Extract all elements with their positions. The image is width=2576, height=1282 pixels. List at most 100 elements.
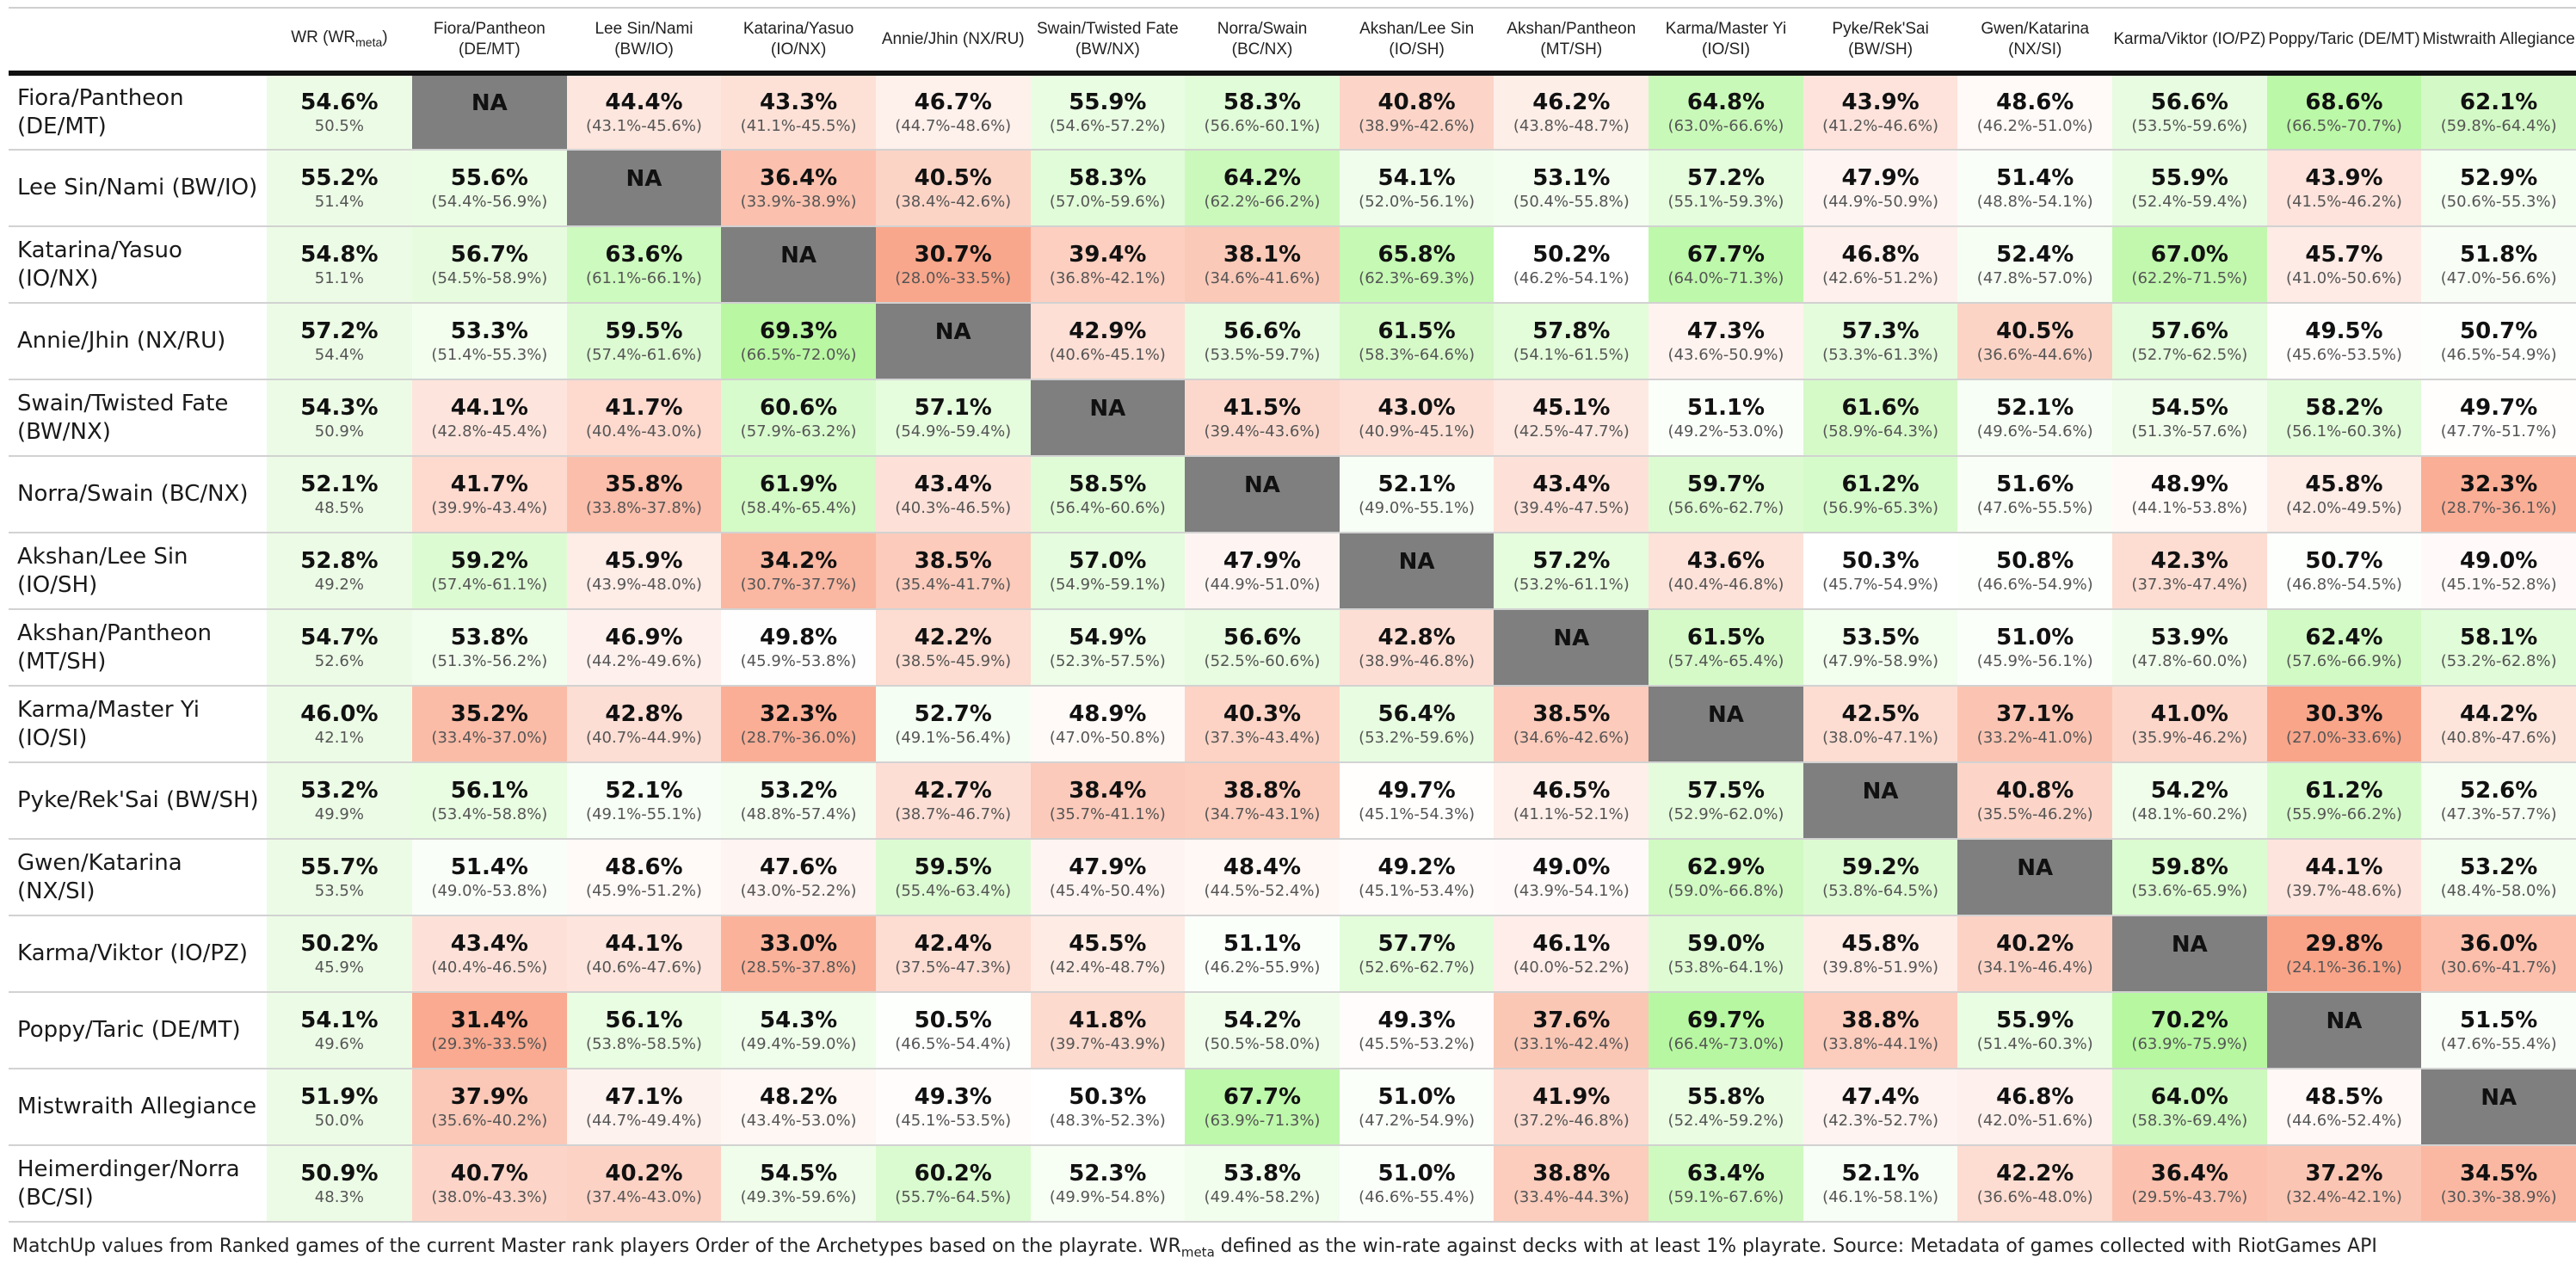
confidence-interval: (47.0%-56.6%): [2440, 268, 2557, 287]
matchup-cell: 40.8% (38.9%-42.6%): [1339, 73, 1494, 151]
matchup-cell: 61.9% (58.4%-65.4%): [721, 456, 876, 533]
matchup-value: 40.2%: [605, 1160, 683, 1186]
confidence-interval: (37.3%-43.4%): [1204, 728, 1321, 747]
na-cell: NA: [1339, 533, 1494, 610]
confidence-interval: (63.0%-66.6%): [1667, 116, 1784, 135]
matchup-cell: 61.5% (58.3%-64.6%): [1339, 303, 1494, 380]
na-label: NA: [1553, 625, 1590, 651]
confidence-interval: (57.9%-63.2%): [740, 422, 857, 441]
confidence-interval: (42.0%-51.6%): [1976, 1111, 2093, 1130]
matchup-value: 53.8%: [450, 624, 528, 650]
matchup-cell: 35.8% (33.8%-37.8%): [566, 456, 722, 533]
matchup-value: 65.8%: [1377, 241, 1456, 268]
matchup-value: 58.1%: [2460, 624, 2538, 650]
table-row: Gwen/Katarina (NX/SI) 55.7% 53.5% 51.4% (49.…: [9, 839, 2576, 916]
confidence-interval: (49.1%-56.4%): [895, 728, 1012, 747]
matchup-cell: 51.6% (47.6%-55.5%): [1957, 456, 2113, 533]
matchup-value: 68.6%: [2305, 89, 2383, 115]
confidence-interval: (45.9%-51.2%): [586, 881, 702, 900]
confidence-interval: (38.9%-46.8%): [1359, 651, 1476, 670]
matchup-cell: 45.8% (39.8%-51.9%): [1803, 915, 1958, 993]
matchup-cell: 47.3% (43.6%-50.9%): [1649, 303, 1803, 380]
matchup-cell: 30.3% (27.0%-33.6%): [2266, 686, 2422, 763]
matchup-value: 37.9%: [450, 1083, 528, 1110]
matchup-cell: 56.1% (53.4%-58.8%): [412, 762, 567, 840]
matchup-cell: 59.7% (56.6%-62.7%): [1649, 456, 1803, 533]
matchup-cell: 41.7% (40.4%-43.0%): [566, 379, 722, 457]
confidence-interval: (33.4%-44.3%): [1513, 1187, 1630, 1206]
matchup-value: 39.4%: [1069, 241, 1147, 268]
confidence-interval: (46.6%-54.9%): [1976, 575, 2093, 594]
matchup-cell: 59.2% (57.4%-61.1%): [412, 533, 567, 610]
wr-meta-value: 53.5%: [314, 881, 364, 900]
na-cell: NA: [721, 226, 876, 304]
matchup-cell: 63.6% (61.1%-66.1%): [566, 226, 722, 304]
confidence-interval: (49.2%-53.0%): [1667, 422, 1784, 441]
na-label: NA: [1708, 701, 1744, 728]
matchup-value: 52.7%: [914, 700, 992, 727]
matchup-cell: 46.9% (44.2%-49.6%): [566, 609, 722, 687]
matchup-cell: 70.2% (63.9%-75.9%): [2112, 992, 2267, 1069]
matchup-value: 61.2%: [1841, 471, 1920, 497]
confidence-interval: (49.4%-59.0%): [740, 1034, 857, 1053]
confidence-interval: (46.2%-51.0%): [1976, 116, 2093, 135]
confidence-interval: (38.9%-42.6%): [1359, 116, 1476, 135]
matchup-value: 43.4%: [914, 471, 992, 497]
matchup-cell: 47.6% (43.0%-52.2%): [721, 839, 876, 916]
wr-cell: 55.2% 51.4%: [266, 150, 413, 227]
matchup-value: 61.5%: [1686, 624, 1766, 650]
matchup-value: 52.4%: [1996, 241, 2074, 268]
matchup-value: 51.0%: [1377, 1083, 1456, 1110]
matchup-cell: 47.4% (42.3%-52.7%): [1803, 1069, 1958, 1146]
matchup-cell: 40.7% (38.0%-43.3%): [412, 1145, 567, 1223]
matchup-value: 54.9%: [1069, 624, 1147, 650]
confidence-interval: (46.5%-54.4%): [895, 1034, 1012, 1053]
table-row: Akshan/Lee Sin (IO/SH) 52.8% 49.2% 59.2% (57…: [9, 533, 2576, 610]
matchup-value: 56.6%: [2150, 89, 2228, 115]
matchup-value: 49.8%: [760, 624, 838, 650]
matchup-cell: 57.6% (52.7%-62.5%): [2112, 303, 2267, 380]
confidence-interval: (53.3%-61.3%): [1822, 345, 1939, 364]
matchup-cell: 60.6% (57.9%-63.2%): [721, 379, 876, 457]
table-row: Karma/Viktor (IO/PZ) 50.2% 45.9% 43.4% (40.4…: [9, 915, 2576, 993]
matchup-cell: 47.9% (44.9%-51.0%): [1185, 533, 1340, 610]
matchup-value: 48.4%: [1223, 854, 1302, 880]
matchup-value: 55.9%: [1996, 1007, 2074, 1033]
confidence-interval: (44.7%-49.4%): [586, 1111, 702, 1130]
na-label: NA: [2480, 1084, 2517, 1111]
matchup-value: 41.8%: [1069, 1007, 1147, 1033]
matchup-value: 40.8%: [1996, 777, 2074, 804]
confidence-interval: (28.5%-37.8%): [740, 958, 857, 977]
wr-value: 55.7%: [300, 854, 379, 880]
matchup-value: 57.8%: [1532, 317, 1611, 344]
na-label: NA: [2171, 931, 2208, 958]
matchup-cell: 55.6% (54.4%-56.9%): [412, 150, 567, 227]
matchup-value: 46.8%: [1841, 241, 1920, 268]
matchup-value: 57.3%: [1841, 317, 1920, 344]
matchup-value: 46.9%: [605, 624, 683, 650]
confidence-interval: (47.3%-57.7%): [2440, 804, 2557, 823]
matchup-value: 67.7%: [1223, 1083, 1302, 1110]
confidence-interval: (38.5%-45.9%): [895, 651, 1012, 670]
header-row: WR (WRmeta) Fiora/Pantheon (DE/MT) Lee Si…: [9, 7, 2576, 76]
confidence-interval: (29.3%-33.5%): [431, 1034, 548, 1053]
matchup-value: 61.9%: [760, 471, 838, 497]
matchup-cell: 58.2% (56.1%-60.3%): [2266, 379, 2422, 457]
confidence-interval: (33.9%-38.9%): [740, 192, 857, 211]
matchup-cell: 38.5% (34.6%-42.6%): [1494, 686, 1649, 763]
confidence-interval: (44.9%-50.9%): [1822, 192, 1939, 211]
matchup-value: 34.5%: [2460, 1160, 2538, 1186]
matchup-cell: 44.1% (39.7%-48.6%): [2266, 839, 2422, 916]
confidence-interval: (49.6%-54.6%): [1976, 422, 2093, 441]
column-header-poppy-taric-de-mt: Poppy/Taric (DE/MT): [2266, 7, 2422, 76]
na-label: NA: [626, 165, 662, 192]
matchup-value: 57.0%: [1069, 547, 1147, 574]
matchup-value: 56.4%: [1377, 700, 1456, 727]
wr-value: 46.0%: [300, 700, 379, 727]
confidence-interval: (50.6%-55.3%): [2440, 192, 2557, 211]
matchup-value: 43.0%: [1377, 394, 1456, 421]
matchup-value: 53.1%: [1532, 164, 1611, 191]
matchup-value: 34.2%: [760, 547, 838, 574]
confidence-interval: (59.1%-67.6%): [1667, 1187, 1784, 1206]
